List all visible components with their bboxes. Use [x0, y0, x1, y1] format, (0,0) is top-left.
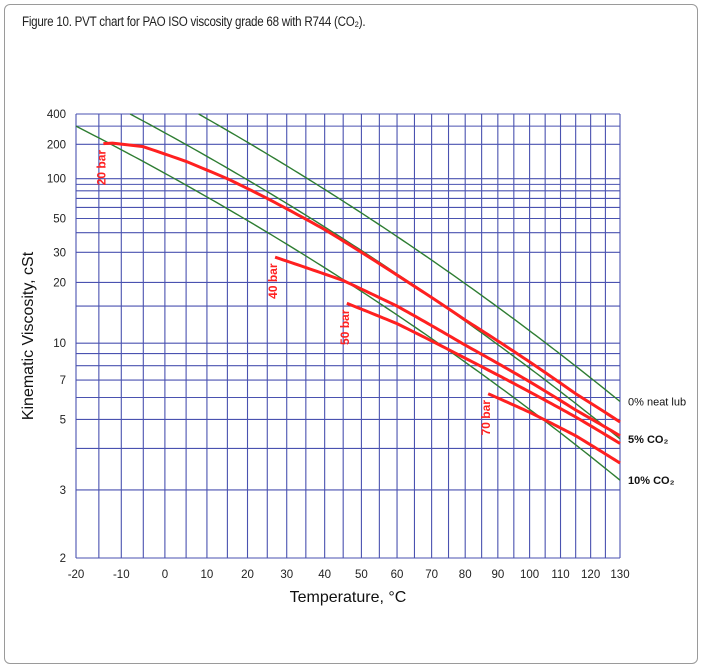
y-tick-label: 30 — [53, 247, 66, 259]
y-axis-label: Kinematic Viscosity, cSt — [20, 251, 37, 420]
pressure-line — [346, 301, 621, 445]
pressure-line — [274, 255, 621, 438]
concentration-label: 5% CO₂ — [628, 434, 668, 446]
x-tick-label: 60 — [391, 569, 404, 581]
y-tick-label: 20 — [53, 277, 66, 289]
x-tick-label: 20 — [241, 569, 254, 581]
figure-title: Figure 10. PVT chart for PAO ISO viscosi… — [22, 14, 366, 29]
x-tick-label: 120 — [581, 569, 600, 581]
y-tick-label: 400 — [47, 109, 66, 121]
y-tick-label: 7 — [60, 375, 66, 387]
x-axis-label: Temperature, °C — [290, 589, 407, 606]
pressure-label: 70 bar — [479, 400, 493, 436]
y-tick-label: 5 — [60, 414, 66, 426]
x-tick-label: 80 — [459, 569, 472, 581]
x-tick-label: -10 — [113, 569, 130, 581]
pressure-line — [487, 392, 621, 465]
y-tick-label: 200 — [47, 139, 66, 151]
x-tick-label: 0 — [162, 569, 168, 581]
concentration-line — [198, 113, 621, 403]
figure-frame — [4, 4, 698, 664]
x-tick-label: 30 — [280, 569, 293, 581]
y-tick-label: 50 — [53, 213, 66, 225]
y-tick-label: 2 — [60, 553, 66, 565]
x-tick-label: 10 — [201, 569, 214, 581]
pressure-label: 40 bar — [266, 263, 280, 299]
x-tick-label: 70 — [425, 569, 438, 581]
y-tick-label: 3 — [60, 485, 66, 497]
y-tick-label: 100 — [47, 174, 66, 186]
x-tick-label: 90 — [491, 569, 504, 581]
x-tick-label: 130 — [610, 569, 629, 581]
x-tick-label: 100 — [520, 569, 539, 581]
pressure-line — [103, 141, 621, 424]
pressure-label: 50 bar — [338, 309, 352, 345]
pressure-label: 20 bar — [94, 150, 108, 186]
concentration-label: 10% CO₂ — [628, 475, 675, 487]
concentration-label: 0% neat lub — [628, 396, 686, 408]
x-tick-label: -20 — [68, 569, 85, 581]
x-tick-label: 50 — [355, 569, 368, 581]
y-tick-label: 10 — [53, 338, 66, 350]
x-tick-label: 40 — [318, 569, 331, 581]
concentration-line — [129, 113, 621, 440]
x-tick-label: 110 — [551, 569, 569, 581]
